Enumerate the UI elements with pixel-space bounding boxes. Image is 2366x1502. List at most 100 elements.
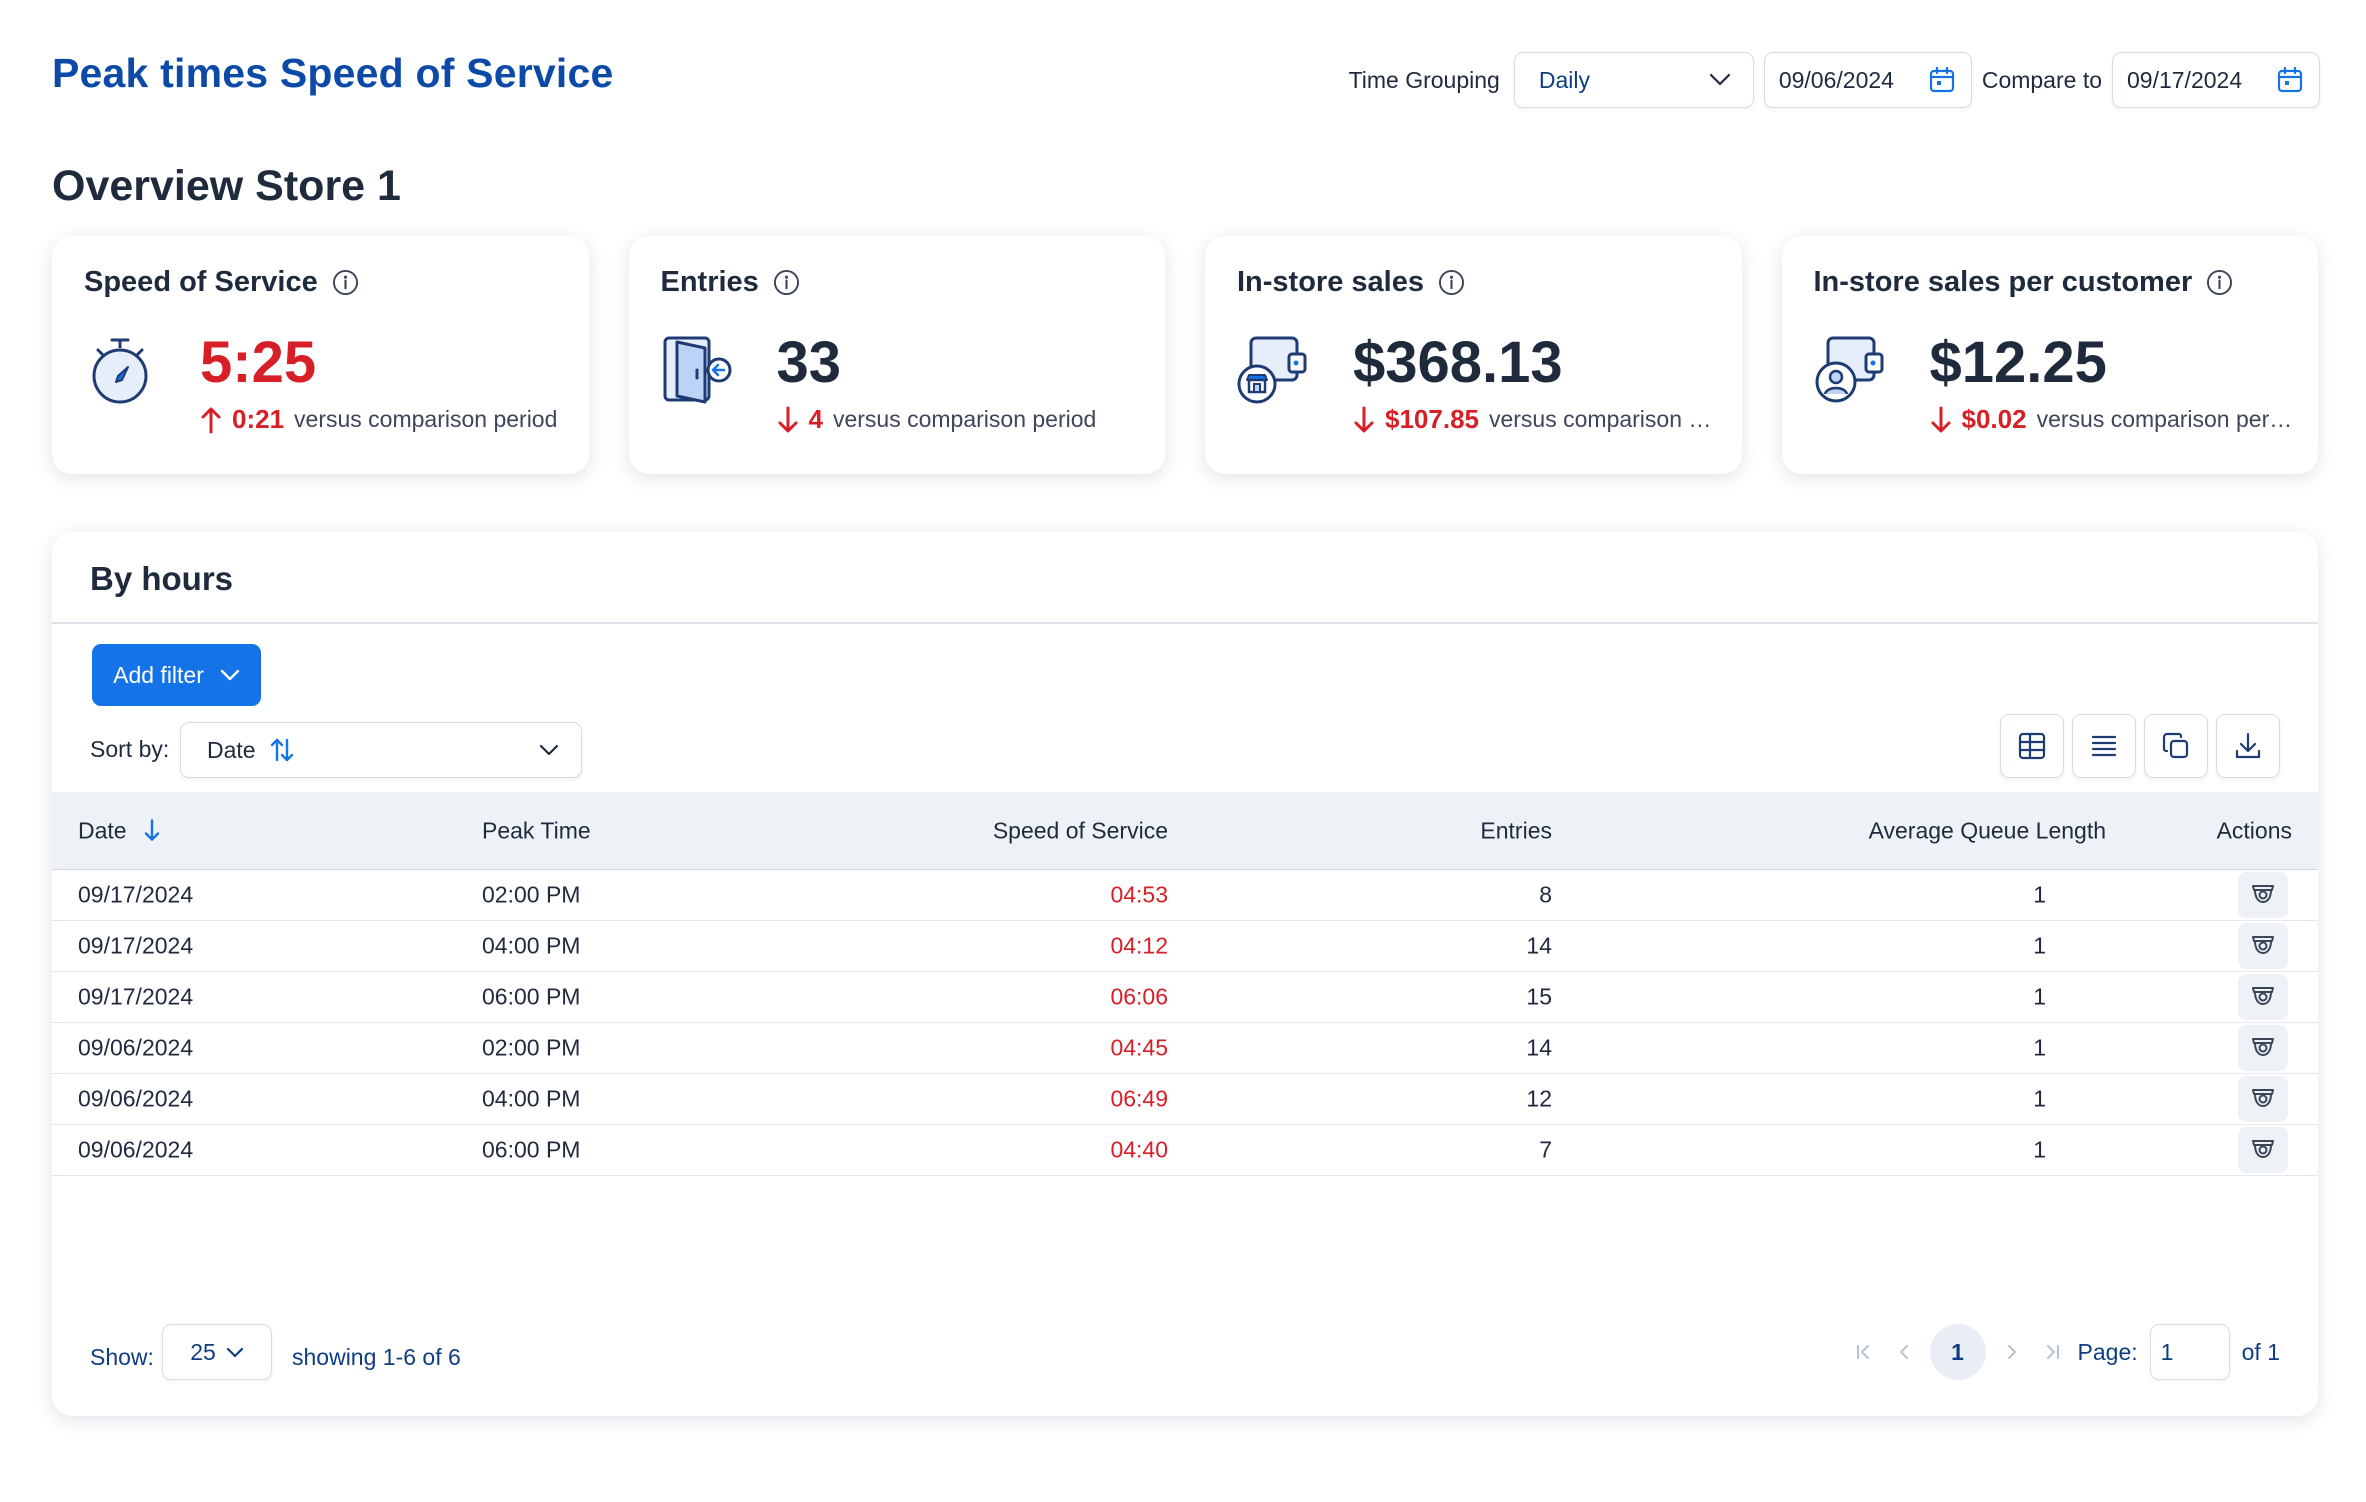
- camera-icon: [2252, 1140, 2274, 1159]
- column-header-peak-time[interactable]: Peak Time: [482, 817, 591, 843]
- camera-icon: [2252, 1089, 2274, 1108]
- page-size-value: 25: [190, 1338, 216, 1365]
- arrow-down-icon: [1931, 406, 1950, 432]
- door-entry-icon: [663, 336, 731, 404]
- kpi-value: 5:25: [200, 330, 317, 395]
- cell-peak-time: 04:00 PM: [482, 932, 581, 959]
- compare-date-picker[interactable]: 09/17/2024: [2112, 52, 2320, 108]
- page-size-select[interactable]: 25: [162, 1324, 272, 1380]
- kpi-value: $368.13: [1353, 330, 1563, 395]
- add-filter-button[interactable]: Add filter: [92, 644, 261, 706]
- sort-by-label: Sort by:: [90, 736, 170, 762]
- camera-icon: [2252, 987, 2274, 1006]
- arrow-down-icon: [1354, 406, 1374, 432]
- sort-by-select[interactable]: Date: [180, 722, 582, 778]
- page-number-input[interactable]: 1: [2149, 1324, 2230, 1380]
- cell-average-queue-length: 1: [2033, 1136, 2046, 1163]
- copy-button[interactable]: [2144, 714, 2208, 778]
- view-camera-button[interactable]: [2238, 1025, 2288, 1071]
- table-row: 09/06/2024 02:00 PM 04:45 14 1: [52, 1023, 2318, 1074]
- info-icon[interactable]: [1438, 269, 1465, 296]
- copy-icon: [2162, 732, 2189, 759]
- cell-speed-of-service: 06:06: [1110, 983, 1168, 1010]
- cell-speed-of-service: 04:12: [1110, 932, 1168, 959]
- start-date-value: 09/06/2024: [1778, 66, 1894, 93]
- table-row: 09/17/2024 02:00 PM 04:53 8 1: [52, 870, 2318, 921]
- customer-wallet-icon: [1815, 336, 1883, 403]
- view-camera-button[interactable]: [2238, 1076, 2288, 1122]
- kpi-delta-value: 4: [808, 404, 823, 434]
- camera-icon: [2252, 1038, 2274, 1057]
- cell-date: 09/06/2024: [78, 1136, 194, 1163]
- first-page-icon[interactable]: [1850, 1338, 1878, 1366]
- kpi-title: Entries: [660, 266, 759, 298]
- table-row: 09/06/2024 04:00 PM 06:49 12 1: [52, 1074, 2318, 1125]
- cell-date: 09/17/2024: [78, 881, 194, 908]
- list-view-button[interactable]: [2072, 714, 2136, 778]
- view-toolbar: [2000, 714, 2280, 778]
- column-header-speed-of-service[interactable]: Speed of Service: [992, 817, 1168, 843]
- chevron-down-icon: [226, 1347, 243, 1357]
- showing-count: showing 1-6 of 6: [292, 1344, 461, 1370]
- cell-peak-time: 04:00 PM: [482, 1085, 581, 1112]
- column-header-entries[interactable]: Entries: [1480, 817, 1552, 843]
- overview-title: Overview Store 1: [52, 162, 401, 210]
- column-header-actions: Actions: [2216, 817, 2292, 843]
- kpi-card-speed-of-service: Speed of Service 5:25 0:21 versus compar…: [52, 236, 589, 474]
- time-grouping-label: Time Grouping: [1348, 66, 1500, 93]
- page-label: Page:: [2077, 1338, 2138, 1365]
- pagination: 1 Page: 1 of 1: [1850, 1324, 2280, 1380]
- download-button[interactable]: [2216, 714, 2280, 778]
- kpi-cards: Speed of Service 5:25 0:21 versus compar…: [52, 236, 2318, 474]
- header-controls: Time Grouping Daily 09/06/2024 Compare t…: [1349, 52, 2320, 108]
- start-date-picker[interactable]: 09/06/2024: [1763, 52, 1972, 108]
- table-row: 09/17/2024 06:00 PM 06:06 15 1: [52, 972, 2318, 1023]
- download-icon: [2235, 732, 2261, 759]
- sort-down-icon: [144, 818, 160, 841]
- next-page-icon[interactable]: [1998, 1338, 2026, 1366]
- cell-average-queue-length: 1: [2033, 1085, 2046, 1112]
- calendar-icon: [2277, 66, 2303, 93]
- view-camera-button[interactable]: [2238, 974, 2288, 1020]
- show-label: Show:: [90, 1344, 154, 1370]
- kpi-title: Speed of Service: [84, 266, 318, 298]
- cell-date: 09/06/2024: [78, 1085, 194, 1112]
- column-header-average-queue-length[interactable]: Average Queue Length: [1868, 817, 2106, 843]
- divider: [52, 622, 2318, 624]
- cell-speed-of-service: 04:40: [1110, 1136, 1168, 1163]
- info-icon[interactable]: [332, 269, 359, 296]
- info-icon[interactable]: [773, 269, 800, 296]
- table-row: 09/17/2024 04:00 PM 04:12 14 1: [52, 921, 2318, 972]
- cell-entries: 8: [1539, 881, 1552, 908]
- calendar-icon: [1929, 66, 1954, 93]
- sort-by-value: Date: [207, 736, 256, 763]
- cell-date: 09/17/2024: [78, 932, 194, 959]
- cell-speed-of-service: 04:45: [1110, 1034, 1168, 1061]
- view-camera-button[interactable]: [2238, 923, 2288, 969]
- kpi-delta-text: versus comparison period: [294, 406, 558, 432]
- by-hours-panel: By hours Add filter Sort by: Date Date: [52, 532, 2318, 1416]
- list-view-icon: [2091, 735, 2117, 757]
- kpi-value: $12.25: [1929, 330, 2107, 395]
- previous-page-icon[interactable]: [1890, 1338, 1918, 1366]
- info-icon[interactable]: [2206, 269, 2233, 296]
- last-page-icon[interactable]: [2038, 1338, 2066, 1366]
- time-grouping-value: Daily: [1538, 66, 1590, 93]
- chevron-down-icon: [539, 744, 559, 756]
- view-camera-button[interactable]: [2238, 872, 2288, 918]
- table-view-button[interactable]: [2000, 714, 2064, 778]
- current-page-button[interactable]: 1: [1929, 1324, 1986, 1380]
- cell-entries: 14: [1526, 1034, 1552, 1061]
- arrow-up-icon: [201, 407, 221, 433]
- view-camera-button[interactable]: [2238, 1127, 2288, 1173]
- cell-entries: 14: [1526, 932, 1552, 959]
- cell-average-queue-length: 1: [2033, 881, 2046, 908]
- camera-icon: [2252, 936, 2274, 955]
- cell-average-queue-length: 1: [2033, 983, 2046, 1010]
- add-filter-label: Add filter: [113, 661, 204, 688]
- column-header-date[interactable]: Date: [78, 817, 161, 844]
- arrow-down-icon: [778, 406, 797, 432]
- kpi-value: 33: [776, 330, 842, 395]
- table-footer: Show: 25 showing 1-6 of 6 1 Page: 1 of 1: [52, 1324, 2318, 1416]
- time-grouping-select[interactable]: Daily: [1513, 52, 1754, 108]
